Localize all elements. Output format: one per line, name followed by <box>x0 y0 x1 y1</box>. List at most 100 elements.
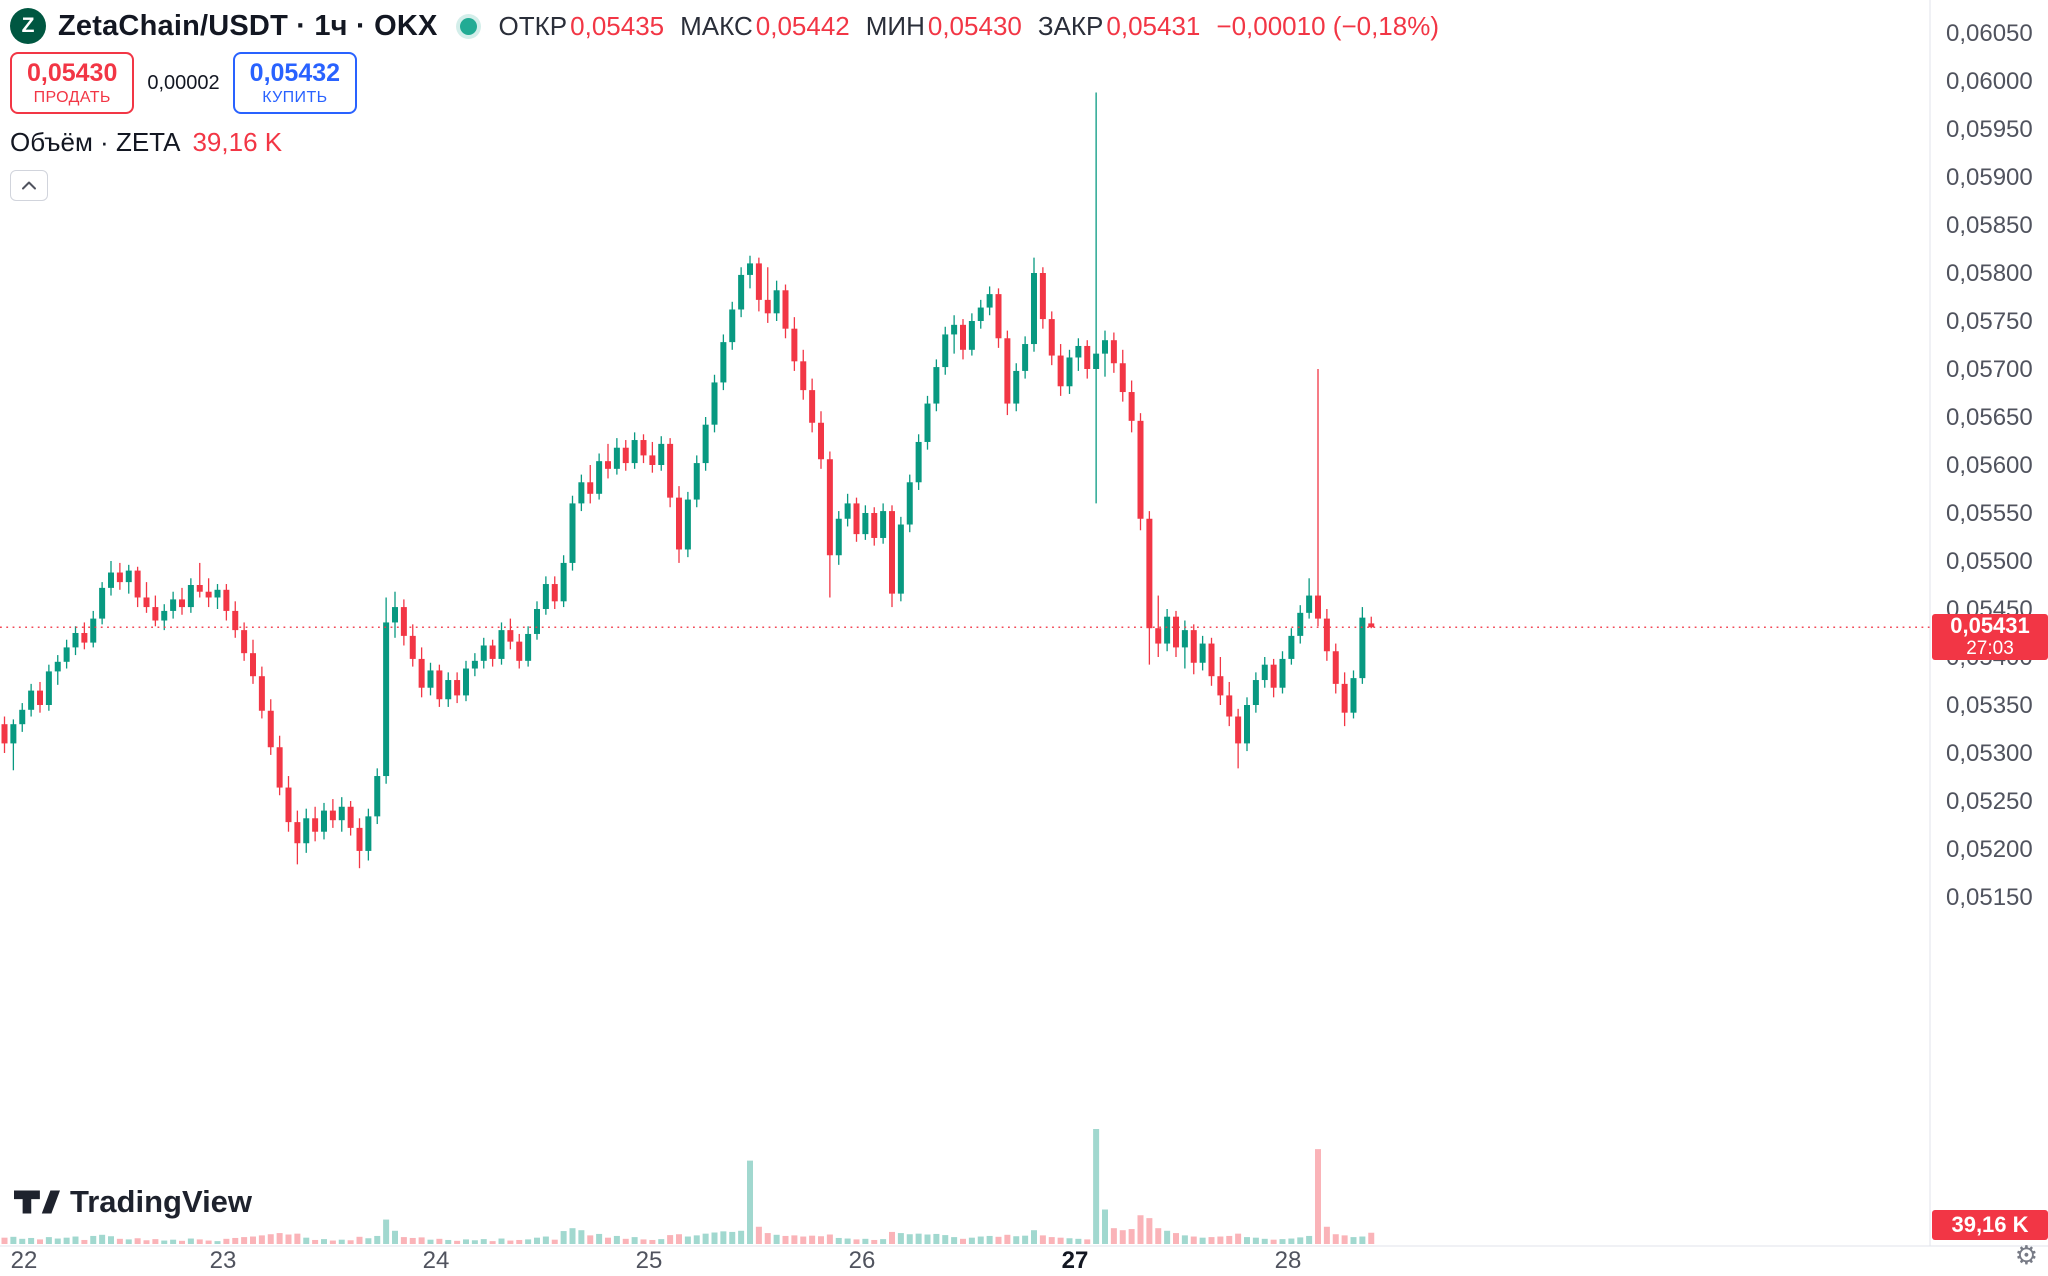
volume-bar <box>1048 1237 1055 1244</box>
market-status-dot[interactable] <box>459 17 477 35</box>
volume-bar <box>356 1236 363 1244</box>
zetachain-logo[interactable]: Z <box>10 8 46 44</box>
volume-bar <box>1066 1238 1073 1244</box>
candle-body <box>498 630 505 659</box>
candle-body <box>1173 616 1179 648</box>
time-axis[interactable]: 22 23 24 25 26 27 28 <box>11 1247 1302 1274</box>
trade-buttons-row: 0,05430 ПРОДАТЬ 0,00002 0,05432 КУПИТЬ <box>10 52 1439 115</box>
candle-body <box>1102 340 1108 354</box>
candle-body <box>1288 635 1295 659</box>
candle-body <box>28 690 35 710</box>
volume-bar <box>738 1230 745 1244</box>
volume-indicator-row: Объём · ZETA 39,16 K <box>10 127 1439 158</box>
volume-bar <box>338 1239 345 1244</box>
volume-bar <box>542 1236 549 1244</box>
candle-body <box>525 633 532 661</box>
candle-body <box>187 585 194 608</box>
candle-body <box>889 511 895 594</box>
candle-body <box>960 324 966 350</box>
volume-bar <box>267 1234 274 1244</box>
volume-bar <box>968 1237 975 1244</box>
tradingview-attribution-link[interactable]: TradingView <box>14 1184 252 1220</box>
candle-body <box>729 309 736 343</box>
candle-body <box>1279 658 1286 688</box>
volume-bar <box>19 1238 26 1244</box>
volume-bar <box>1332 1234 1339 1244</box>
chart-settings-button[interactable]: ⚙ <box>2015 1242 2038 1268</box>
volume-bar <box>853 1239 860 1244</box>
candle-body <box>1119 363 1126 393</box>
volume-bar <box>1270 1239 1277 1244</box>
volume-bar <box>37 1239 43 1244</box>
candle-body <box>968 321 975 350</box>
candle-body <box>285 787 292 823</box>
volume-bar <box>782 1235 789 1244</box>
volume-bar <box>1199 1237 1206 1244</box>
candle-body <box>942 334 949 368</box>
candle-body <box>622 447 629 464</box>
volume-bar <box>1102 1209 1108 1244</box>
volume-bar <box>90 1235 97 1244</box>
volume-bar <box>693 1235 700 1244</box>
volume-bar <box>223 1238 230 1244</box>
candle-body <box>977 307 984 321</box>
volume-bar <box>871 1239 878 1244</box>
candle-body <box>711 382 718 425</box>
volume-bar <box>1279 1239 1286 1244</box>
candle-body <box>1004 338 1011 404</box>
candle-body <box>436 670 443 700</box>
volume-bar <box>1 1237 8 1244</box>
volume-bar <box>143 1240 150 1244</box>
symbol-title[interactable]: ZetaChain/USDT · 1ч · OKX <box>58 9 438 42</box>
volume-bar <box>471 1240 478 1244</box>
volume-bar <box>809 1235 816 1244</box>
volume-bar <box>392 1230 398 1244</box>
price-tick-label: 0,05500 <box>1946 548 2033 575</box>
volume-bar <box>480 1239 487 1244</box>
volume-bar <box>835 1237 842 1244</box>
candle-body <box>551 584 558 602</box>
volume-bar <box>516 1239 523 1244</box>
candle-body <box>693 463 700 500</box>
volume-bar <box>897 1233 904 1244</box>
volume-bar <box>276 1233 283 1244</box>
buy-label: КУПИТЬ <box>262 88 328 106</box>
open-value: 0,05435 <box>570 10 665 41</box>
volume-bar <box>489 1241 496 1244</box>
candle-body <box>613 447 620 469</box>
buy-button[interactable]: 0,05432 КУПИТЬ <box>232 52 358 115</box>
volume-bar <box>826 1234 833 1244</box>
candle-body <box>1226 695 1233 717</box>
current-price-badge: 0,05431 27:03 <box>1932 613 2048 660</box>
candle-body <box>1013 370 1020 404</box>
volume-bar <box>463 1239 469 1244</box>
candle-body <box>1137 420 1144 519</box>
volume-bar <box>1057 1237 1064 1244</box>
volume-indicator-label[interactable]: Объём · ZETA <box>10 127 181 158</box>
candle-body <box>427 670 434 688</box>
candle-body <box>1164 616 1171 644</box>
volume-bar <box>569 1228 576 1244</box>
candle-body <box>1315 595 1321 619</box>
volume-bar <box>205 1240 212 1244</box>
candle-body <box>463 668 469 696</box>
time-tick-label: 26 <box>849 1247 876 1274</box>
sell-button[interactable]: 0,05430 ПРОДАТЬ <box>10 52 135 115</box>
volume-bar <box>285 1234 292 1244</box>
change-value: −0,00010 (−0,18%) <box>1216 10 1440 41</box>
volume-bar <box>889 1231 895 1244</box>
volume-bar <box>791 1235 798 1244</box>
volume-bar <box>587 1235 594 1244</box>
volume-bar <box>1110 1228 1117 1244</box>
volume-bar <box>1323 1226 1330 1244</box>
volume-bar <box>1075 1238 1082 1244</box>
candle-body <box>596 461 603 494</box>
candle-body <box>649 455 656 465</box>
close-label: ЗАКР <box>1037 10 1104 41</box>
candle-body <box>684 499 691 550</box>
price-tick-label: 0,05300 <box>1946 740 2033 767</box>
price-axis[interactable]: 0,06050 0,06000 0,05950 0,05900 0,05850 0,058… <box>1946 20 2033 911</box>
collapse-indicators-button[interactable] <box>10 170 48 202</box>
candle-body <box>383 622 390 777</box>
